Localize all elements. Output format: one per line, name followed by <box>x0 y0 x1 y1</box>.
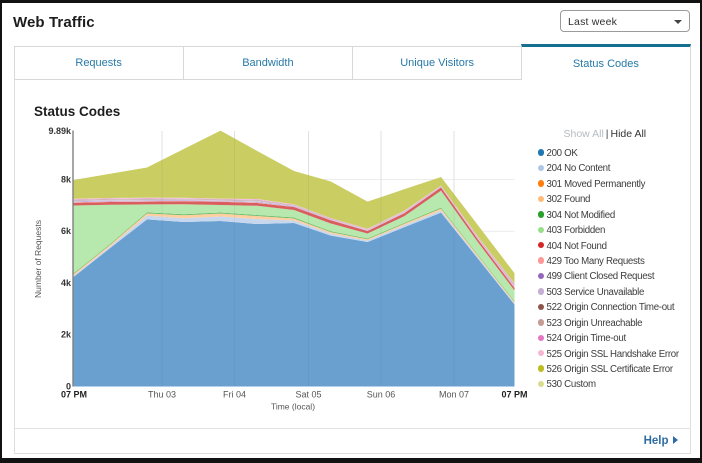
svg-text:0: 0 <box>66 382 71 392</box>
svg-text:Thu 03: Thu 03 <box>148 390 176 400</box>
svg-text:6k: 6k <box>61 226 72 236</box>
svg-text:Sun 06: Sun 06 <box>367 390 396 400</box>
svg-text:Fri 04: Fri 04 <box>223 390 246 400</box>
svg-text:Sat 05: Sat 05 <box>295 390 321 400</box>
svg-text:07 PM: 07 PM <box>501 390 527 400</box>
svg-text:8k: 8k <box>61 175 72 185</box>
svg-text:Mon 07: Mon 07 <box>439 390 469 400</box>
svg-text:4k: 4k <box>61 278 72 288</box>
svg-text:07 PM: 07 PM <box>61 390 87 400</box>
svg-text:2k: 2k <box>61 330 72 340</box>
svg-text:9.89k: 9.89k <box>48 126 72 136</box>
svg-text:Time (local): Time (local) <box>271 402 315 412</box>
svg-text:Number of Requests: Number of Requests <box>33 220 43 298</box>
